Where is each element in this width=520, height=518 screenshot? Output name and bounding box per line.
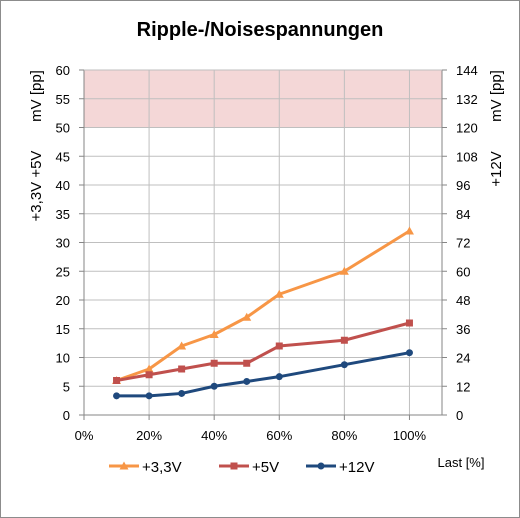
data-point	[405, 349, 413, 357]
x-tick-label: 100%	[393, 428, 427, 443]
y-tick-label-right: 120	[456, 121, 478, 136]
y-tick-label-right: 84	[456, 207, 470, 222]
y-tick-label-left: 40	[56, 178, 70, 193]
x-tick-label: 40%	[201, 428, 227, 443]
y-tick-label-right: 12	[456, 379, 470, 394]
data-point	[113, 377, 121, 384]
data-point	[210, 382, 218, 390]
data-point	[209, 330, 219, 338]
data-point	[243, 359, 251, 367]
y-tick-label-right: 48	[456, 293, 470, 308]
data-point	[144, 364, 154, 373]
y-tick-label-right: 0	[456, 408, 463, 423]
y-tick-label-right: 144	[456, 63, 478, 78]
legend-label: +5V	[252, 459, 279, 476]
data-point	[113, 392, 121, 400]
data-point	[210, 359, 218, 367]
y-tick-label-right: 72	[456, 236, 470, 251]
data-point	[404, 226, 414, 235]
y-axis-left-label: +3,3V +5V	[28, 151, 45, 222]
y-axis-right-unit: mV [pp]	[488, 70, 505, 122]
gridlines	[84, 69, 442, 415]
y-tick-label-left: 60	[56, 63, 70, 78]
y-tick-label-right: 132	[456, 92, 478, 107]
legend-marker	[317, 462, 325, 470]
axes	[79, 69, 447, 420]
chart-title: Ripple-/Noisespannungen	[137, 19, 384, 41]
data-point	[340, 361, 348, 369]
y-axis-right-label: +12V	[488, 151, 505, 186]
x-axis-label: Last [%]	[438, 455, 485, 470]
y-tick-label-left: 25	[56, 264, 70, 279]
legend: +3,3V +5V +12V	[109, 459, 374, 476]
data-point	[178, 365, 186, 373]
data-point	[405, 319, 413, 327]
series-line	[116, 321, 410, 382]
legend-marker	[230, 462, 238, 470]
data-point	[145, 392, 153, 400]
data-point	[339, 266, 349, 275]
data-point	[275, 342, 283, 350]
data-point	[340, 336, 348, 344]
y-tick-label-left: 55	[56, 92, 70, 107]
x-tick-label: 20%	[136, 428, 162, 443]
y-tick-label-right: 96	[456, 178, 470, 193]
data-point	[145, 371, 153, 379]
x-tick-label: 80%	[331, 428, 357, 443]
y-tick-label-right: 108	[456, 149, 478, 164]
data-point	[275, 373, 283, 381]
data-point	[274, 289, 284, 298]
x-tick-label: 60%	[266, 428, 292, 443]
y-axis-left-unit: mV [pp]	[28, 70, 45, 122]
y-tick-label-left: 20	[56, 293, 70, 308]
series-line	[116, 229, 411, 382]
legend-marker	[119, 461, 129, 470]
x-tick-label: 0%	[75, 428, 94, 443]
y-tick-label-right: 36	[456, 322, 470, 337]
series-line	[116, 351, 410, 398]
y-tick-label-left: 45	[56, 149, 70, 164]
data-point	[243, 377, 251, 385]
series-layer	[112, 226, 414, 400]
y-tick-label-right: 24	[456, 351, 470, 366]
legend-label: +12V	[339, 459, 374, 476]
y-tick-label-left: 0	[63, 408, 70, 423]
y-tick-label-left: 15	[56, 322, 70, 337]
y-tick-label-left: 5	[63, 379, 70, 394]
data-point	[178, 389, 186, 397]
tick-labels: 0 5 10 15 20 25 30 35 40 45 50 55 60 0 12 24 36 48 60 72 84 9…	[56, 63, 478, 443]
data-point	[242, 312, 252, 321]
y-tick-label-left: 50	[56, 121, 70, 136]
y-tick-label-left: 30	[56, 236, 70, 251]
y-tick-label-right: 60	[456, 264, 470, 279]
y-tick-label-left: 35	[56, 207, 70, 222]
y-tick-label-left: 10	[56, 351, 70, 366]
data-point	[177, 341, 187, 350]
legend-label: +3,3V	[142, 459, 182, 476]
